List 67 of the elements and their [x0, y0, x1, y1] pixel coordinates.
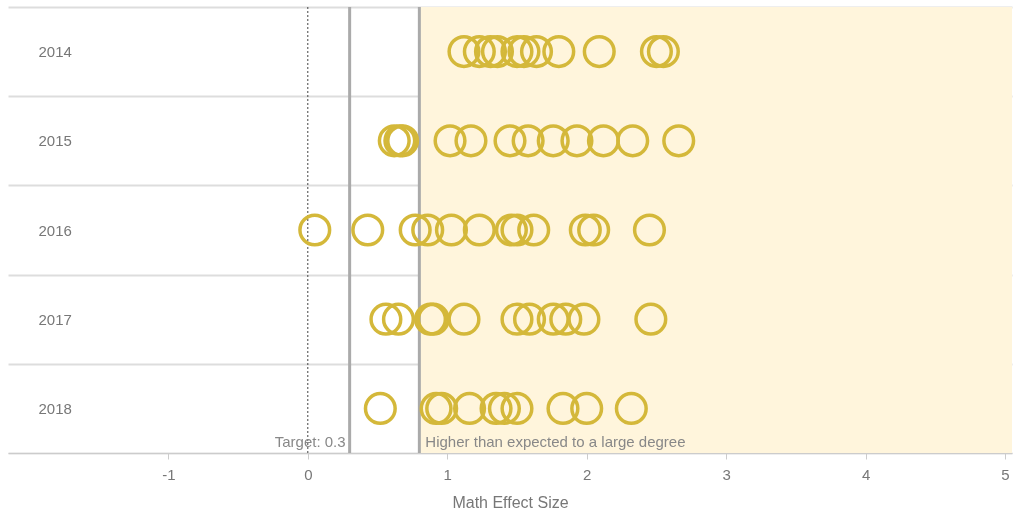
point [351, 213, 385, 247]
point [511, 124, 545, 158]
point [639, 35, 673, 69]
y-tick-label: 2014 [38, 43, 72, 61]
point [434, 213, 469, 247]
point [480, 35, 515, 69]
point [381, 302, 416, 336]
point [363, 391, 397, 425]
point [634, 302, 668, 336]
point [616, 124, 650, 158]
point [473, 35, 508, 69]
point [419, 391, 453, 425]
x-tick-label: 4 [861, 465, 871, 483]
point [614, 391, 648, 425]
point [377, 124, 411, 158]
point [411, 213, 445, 247]
x-tick-label: 5 [1001, 465, 1010, 483]
point [570, 391, 604, 425]
x-tick-label: 3 [722, 465, 731, 483]
point [479, 391, 513, 425]
point [560, 124, 594, 158]
x-axis-title: Math Effect Size [452, 493, 569, 511]
y-tick-label: 2015 [38, 132, 72, 150]
x-tick-label: -1 [162, 465, 176, 483]
point [433, 124, 467, 158]
point [646, 35, 680, 69]
point [632, 213, 667, 247]
point [454, 124, 488, 158]
point [487, 391, 521, 425]
point [500, 213, 534, 247]
point [517, 213, 551, 247]
point [519, 35, 554, 69]
y-tick-label: 2016 [38, 221, 72, 239]
point [452, 391, 487, 425]
point [586, 124, 621, 158]
point [447, 302, 481, 336]
y-tick-label: 2018 [38, 399, 72, 417]
point [542, 35, 576, 69]
point [500, 35, 534, 69]
point [577, 213, 611, 247]
point [662, 124, 696, 158]
x-tick-label: 1 [443, 465, 452, 483]
x-tick-label: 2 [583, 465, 592, 483]
point [494, 213, 528, 247]
x-tick-label: 0 [304, 465, 313, 483]
point [549, 302, 583, 336]
point [462, 35, 496, 69]
point [493, 124, 527, 158]
point [447, 35, 481, 69]
point [567, 302, 601, 336]
point [298, 213, 332, 247]
point [536, 302, 570, 336]
point [568, 213, 602, 247]
point [546, 391, 580, 425]
point [369, 302, 403, 336]
point [582, 35, 616, 69]
point [512, 302, 547, 336]
point [536, 124, 570, 158]
point [500, 391, 534, 425]
point [398, 213, 432, 247]
point [500, 302, 534, 336]
band-label: Higher than expected to a large degree [425, 433, 686, 450]
ref-line-label: Target: 0.3 [274, 433, 346, 450]
point [425, 391, 459, 425]
point [462, 213, 496, 247]
y-tick-label: 2017 [38, 310, 72, 328]
point [507, 35, 541, 69]
